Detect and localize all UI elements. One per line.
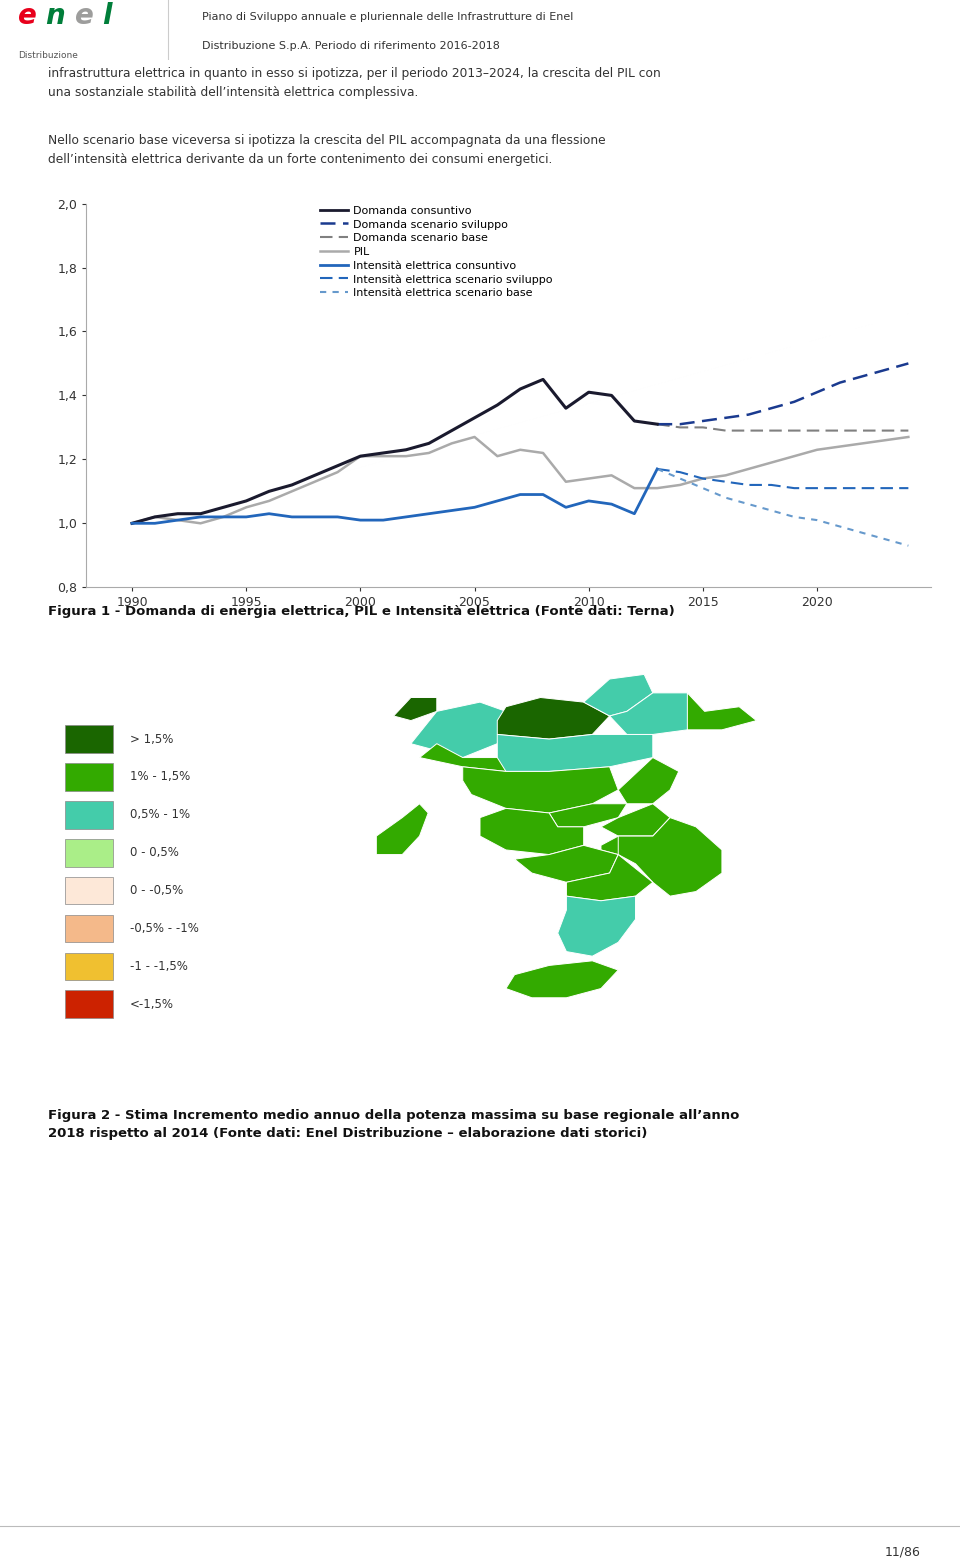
Text: Distribuzione S.p.A. Periodo di riferimento 2016-2018: Distribuzione S.p.A. Periodo di riferime…: [202, 41, 499, 52]
Polygon shape: [566, 855, 653, 900]
Text: <-1,5%: <-1,5%: [131, 998, 174, 1010]
Text: Figura 1 - Domanda di energia elettrica, PIL e Intensità elettrica (Fonte dati: : Figura 1 - Domanda di energia elettrica,…: [48, 604, 675, 619]
Polygon shape: [549, 803, 627, 827]
Polygon shape: [515, 846, 618, 882]
Bar: [65, 915, 113, 943]
Bar: [65, 990, 113, 1018]
Text: n: n: [45, 2, 65, 30]
Bar: [65, 839, 113, 866]
Text: Piano di Sviluppo annuale e pluriennale delle Infrastrutture di Enel: Piano di Sviluppo annuale e pluriennale …: [202, 11, 573, 22]
Bar: [65, 877, 113, 905]
Text: l: l: [103, 2, 112, 30]
Text: 11/86: 11/86: [884, 1546, 921, 1558]
Polygon shape: [394, 697, 437, 720]
Text: 0 - 0,5%: 0 - 0,5%: [131, 846, 179, 860]
Polygon shape: [376, 803, 428, 855]
Text: e: e: [75, 2, 94, 30]
Polygon shape: [497, 697, 610, 739]
Polygon shape: [497, 734, 653, 772]
Text: Figura 2 - Stima Incremento medio annuo della potenza massima su base regionale : Figura 2 - Stima Incremento medio annuo …: [48, 1109, 739, 1140]
Polygon shape: [411, 702, 506, 758]
Polygon shape: [687, 692, 756, 730]
Bar: [65, 725, 113, 753]
Text: 0,5% - 1%: 0,5% - 1%: [131, 808, 190, 821]
Polygon shape: [584, 675, 653, 716]
Polygon shape: [618, 758, 679, 803]
Text: > 1,5%: > 1,5%: [131, 733, 174, 745]
Text: e: e: [18, 2, 36, 30]
Polygon shape: [610, 692, 705, 734]
Bar: [65, 800, 113, 828]
Bar: [65, 952, 113, 980]
Text: Nello scenario base viceversa si ipotizza la crescita del PIL accompagnata da un: Nello scenario base viceversa si ipotizz…: [48, 135, 606, 166]
Polygon shape: [558, 896, 636, 957]
Polygon shape: [601, 836, 653, 855]
Polygon shape: [506, 962, 618, 998]
Text: Distribuzione: Distribuzione: [18, 50, 78, 60]
Text: infrastruttura elettrica in quanto in esso si ipotizza, per il periodo 2013–2024: infrastruttura elettrica in quanto in es…: [48, 67, 660, 99]
Text: -1 - -1,5%: -1 - -1,5%: [131, 960, 188, 972]
Text: 0 - -0,5%: 0 - -0,5%: [131, 885, 183, 897]
Polygon shape: [420, 744, 523, 772]
Legend: Domanda consuntivo, Domanda scenario sviluppo, Domanda scenario base, PIL, Inten: Domanda consuntivo, Domanda scenario svi…: [320, 205, 553, 299]
Polygon shape: [463, 767, 618, 813]
Bar: [65, 763, 113, 791]
Polygon shape: [618, 817, 722, 896]
Polygon shape: [480, 808, 584, 855]
Polygon shape: [601, 803, 670, 836]
Text: 1% - 1,5%: 1% - 1,5%: [131, 770, 190, 783]
Text: -0,5% - -1%: -0,5% - -1%: [131, 922, 199, 935]
